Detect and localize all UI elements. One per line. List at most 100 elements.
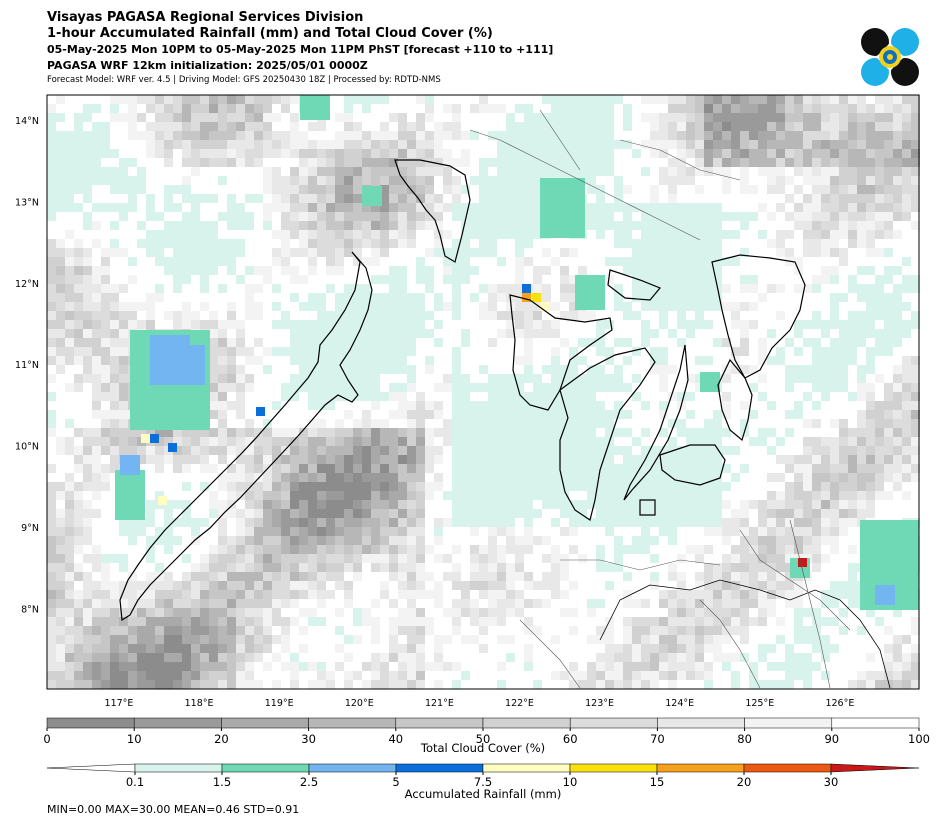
grid-cell xyxy=(344,455,353,464)
grid-cell xyxy=(749,203,758,212)
grid-cell xyxy=(758,275,767,284)
grid-cell xyxy=(524,239,533,248)
grid-cell xyxy=(722,266,731,275)
grid-cell xyxy=(74,536,83,545)
grid-cell xyxy=(641,329,650,338)
grid-cell xyxy=(92,464,101,473)
grid-cell xyxy=(551,401,560,410)
grid-cell xyxy=(749,437,758,446)
grid-cell xyxy=(254,167,263,176)
grid-cell xyxy=(254,284,263,293)
grid-cell xyxy=(515,410,524,419)
grid-cell xyxy=(704,329,713,338)
grid-cell xyxy=(308,347,317,356)
grid-cell xyxy=(740,338,749,347)
grid-cell xyxy=(308,293,317,302)
grid-cell xyxy=(533,338,542,347)
grid-cell xyxy=(803,545,812,554)
grid-cell xyxy=(362,212,371,221)
grid-cell xyxy=(83,392,92,401)
grid-cell xyxy=(524,194,533,203)
grid-cell xyxy=(119,419,128,428)
grid-cell xyxy=(200,446,209,455)
grid-cell xyxy=(884,329,893,338)
grid-cell xyxy=(596,230,605,239)
grid-cell xyxy=(119,356,128,365)
grid-cell xyxy=(911,311,920,320)
grid-cell xyxy=(380,329,389,338)
grid-cell xyxy=(416,275,425,284)
grid-cell xyxy=(236,320,245,329)
grid-cell xyxy=(335,293,344,302)
grid-cell xyxy=(164,122,173,131)
grid-cell xyxy=(92,383,101,392)
grid-cell xyxy=(92,554,101,563)
grid-cell xyxy=(884,437,893,446)
grid-cell xyxy=(731,230,740,239)
grid-cell xyxy=(542,545,551,554)
grid-cell xyxy=(452,347,461,356)
grid-cell xyxy=(767,446,776,455)
grid-cell xyxy=(47,446,56,455)
grid-cell xyxy=(326,347,335,356)
grid-cell xyxy=(812,410,821,419)
grid-cell xyxy=(632,491,641,500)
grid-cell xyxy=(56,500,65,509)
grid-cell xyxy=(830,401,839,410)
grid-cell xyxy=(119,527,128,536)
grid-cell xyxy=(416,113,425,122)
grid-cell xyxy=(713,239,722,248)
grid-cell xyxy=(614,221,623,230)
grid-cell xyxy=(155,518,164,527)
grid-cell xyxy=(740,437,749,446)
grid-cell xyxy=(470,527,479,536)
grid-cell xyxy=(290,320,299,329)
grid-cell xyxy=(209,293,218,302)
grid-cell xyxy=(785,275,794,284)
grid-cell xyxy=(686,482,695,491)
grid-cell xyxy=(893,446,902,455)
grid-cell xyxy=(767,95,776,104)
grid-cell xyxy=(542,491,551,500)
grid-cell xyxy=(470,392,479,401)
grid-cell xyxy=(578,374,587,383)
grid-cell xyxy=(542,131,551,140)
grid-cell xyxy=(236,131,245,140)
grid-cell xyxy=(569,257,578,266)
grid-cell xyxy=(686,455,695,464)
grid-cell xyxy=(740,158,749,167)
grid-cell xyxy=(515,266,524,275)
grid-cell xyxy=(290,203,299,212)
grid-cell xyxy=(173,104,182,113)
grid-cell xyxy=(812,140,821,149)
grid-cell xyxy=(101,500,110,509)
grid-cell xyxy=(740,194,749,203)
grid-cell xyxy=(182,230,191,239)
grid-cell xyxy=(416,203,425,212)
grid-cell xyxy=(749,464,758,473)
grid-cell xyxy=(524,356,533,365)
grid-cell xyxy=(479,464,488,473)
grid-cell xyxy=(398,383,407,392)
grid-cell xyxy=(209,221,218,230)
grid-cell xyxy=(515,248,524,257)
grid-cell xyxy=(704,230,713,239)
grid-cell xyxy=(416,257,425,266)
grid-cell xyxy=(434,428,443,437)
grid-cell xyxy=(767,428,776,437)
grid-cell xyxy=(749,257,758,266)
grid-cell xyxy=(785,194,794,203)
grid-cell xyxy=(83,248,92,257)
grid-cell xyxy=(398,545,407,554)
grid-cell xyxy=(551,113,560,122)
grid-cell xyxy=(587,104,596,113)
grid-cell xyxy=(758,95,767,104)
grid-cell xyxy=(182,554,191,563)
grid-cell xyxy=(857,473,866,482)
grid-cell xyxy=(785,500,794,509)
grid-cell xyxy=(56,428,65,437)
grid-cell xyxy=(812,545,821,554)
grid-cell xyxy=(479,338,488,347)
grid-cell xyxy=(812,374,821,383)
grid-cell xyxy=(182,473,191,482)
